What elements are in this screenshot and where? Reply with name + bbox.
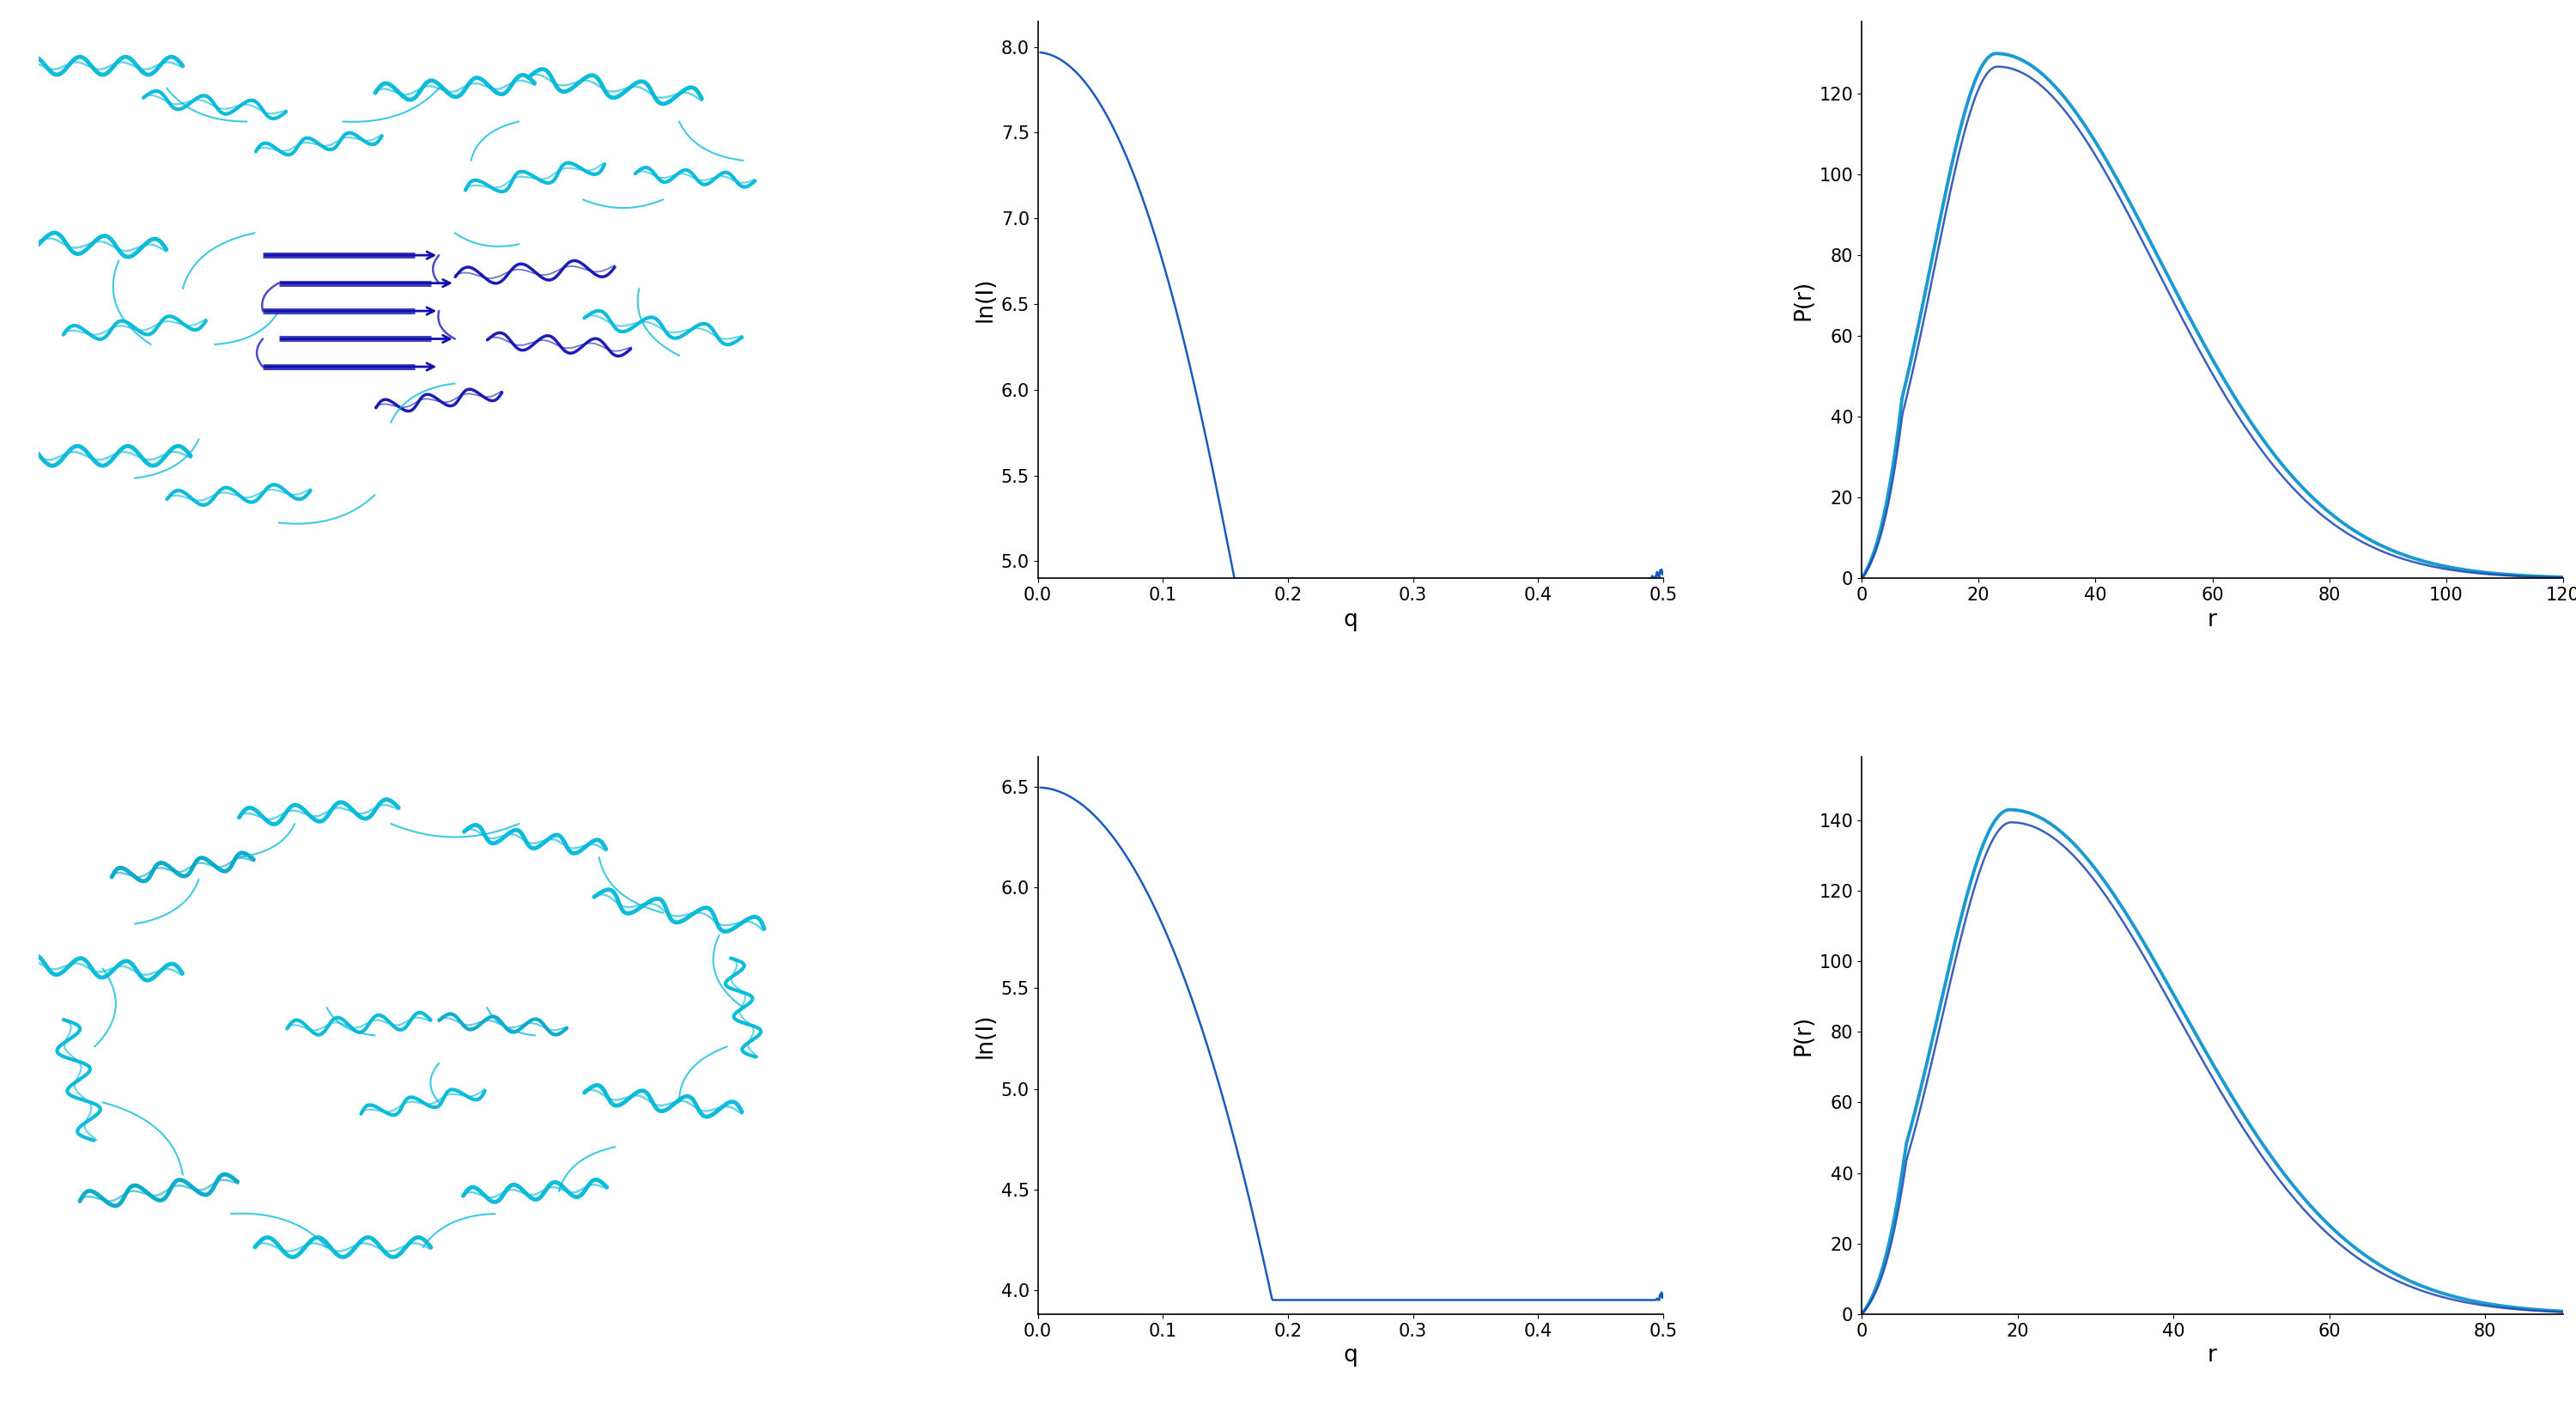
Y-axis label: ln(I): ln(I)	[974, 1013, 997, 1058]
X-axis label: q: q	[1342, 609, 1358, 632]
Y-axis label: P(r): P(r)	[1793, 1015, 1814, 1056]
Y-axis label: ln(I): ln(I)	[974, 277, 997, 322]
X-axis label: q: q	[1342, 1344, 1358, 1366]
Y-axis label: P(r): P(r)	[1793, 280, 1814, 321]
X-axis label: r: r	[2208, 609, 2218, 632]
X-axis label: r: r	[2208, 1344, 2218, 1366]
